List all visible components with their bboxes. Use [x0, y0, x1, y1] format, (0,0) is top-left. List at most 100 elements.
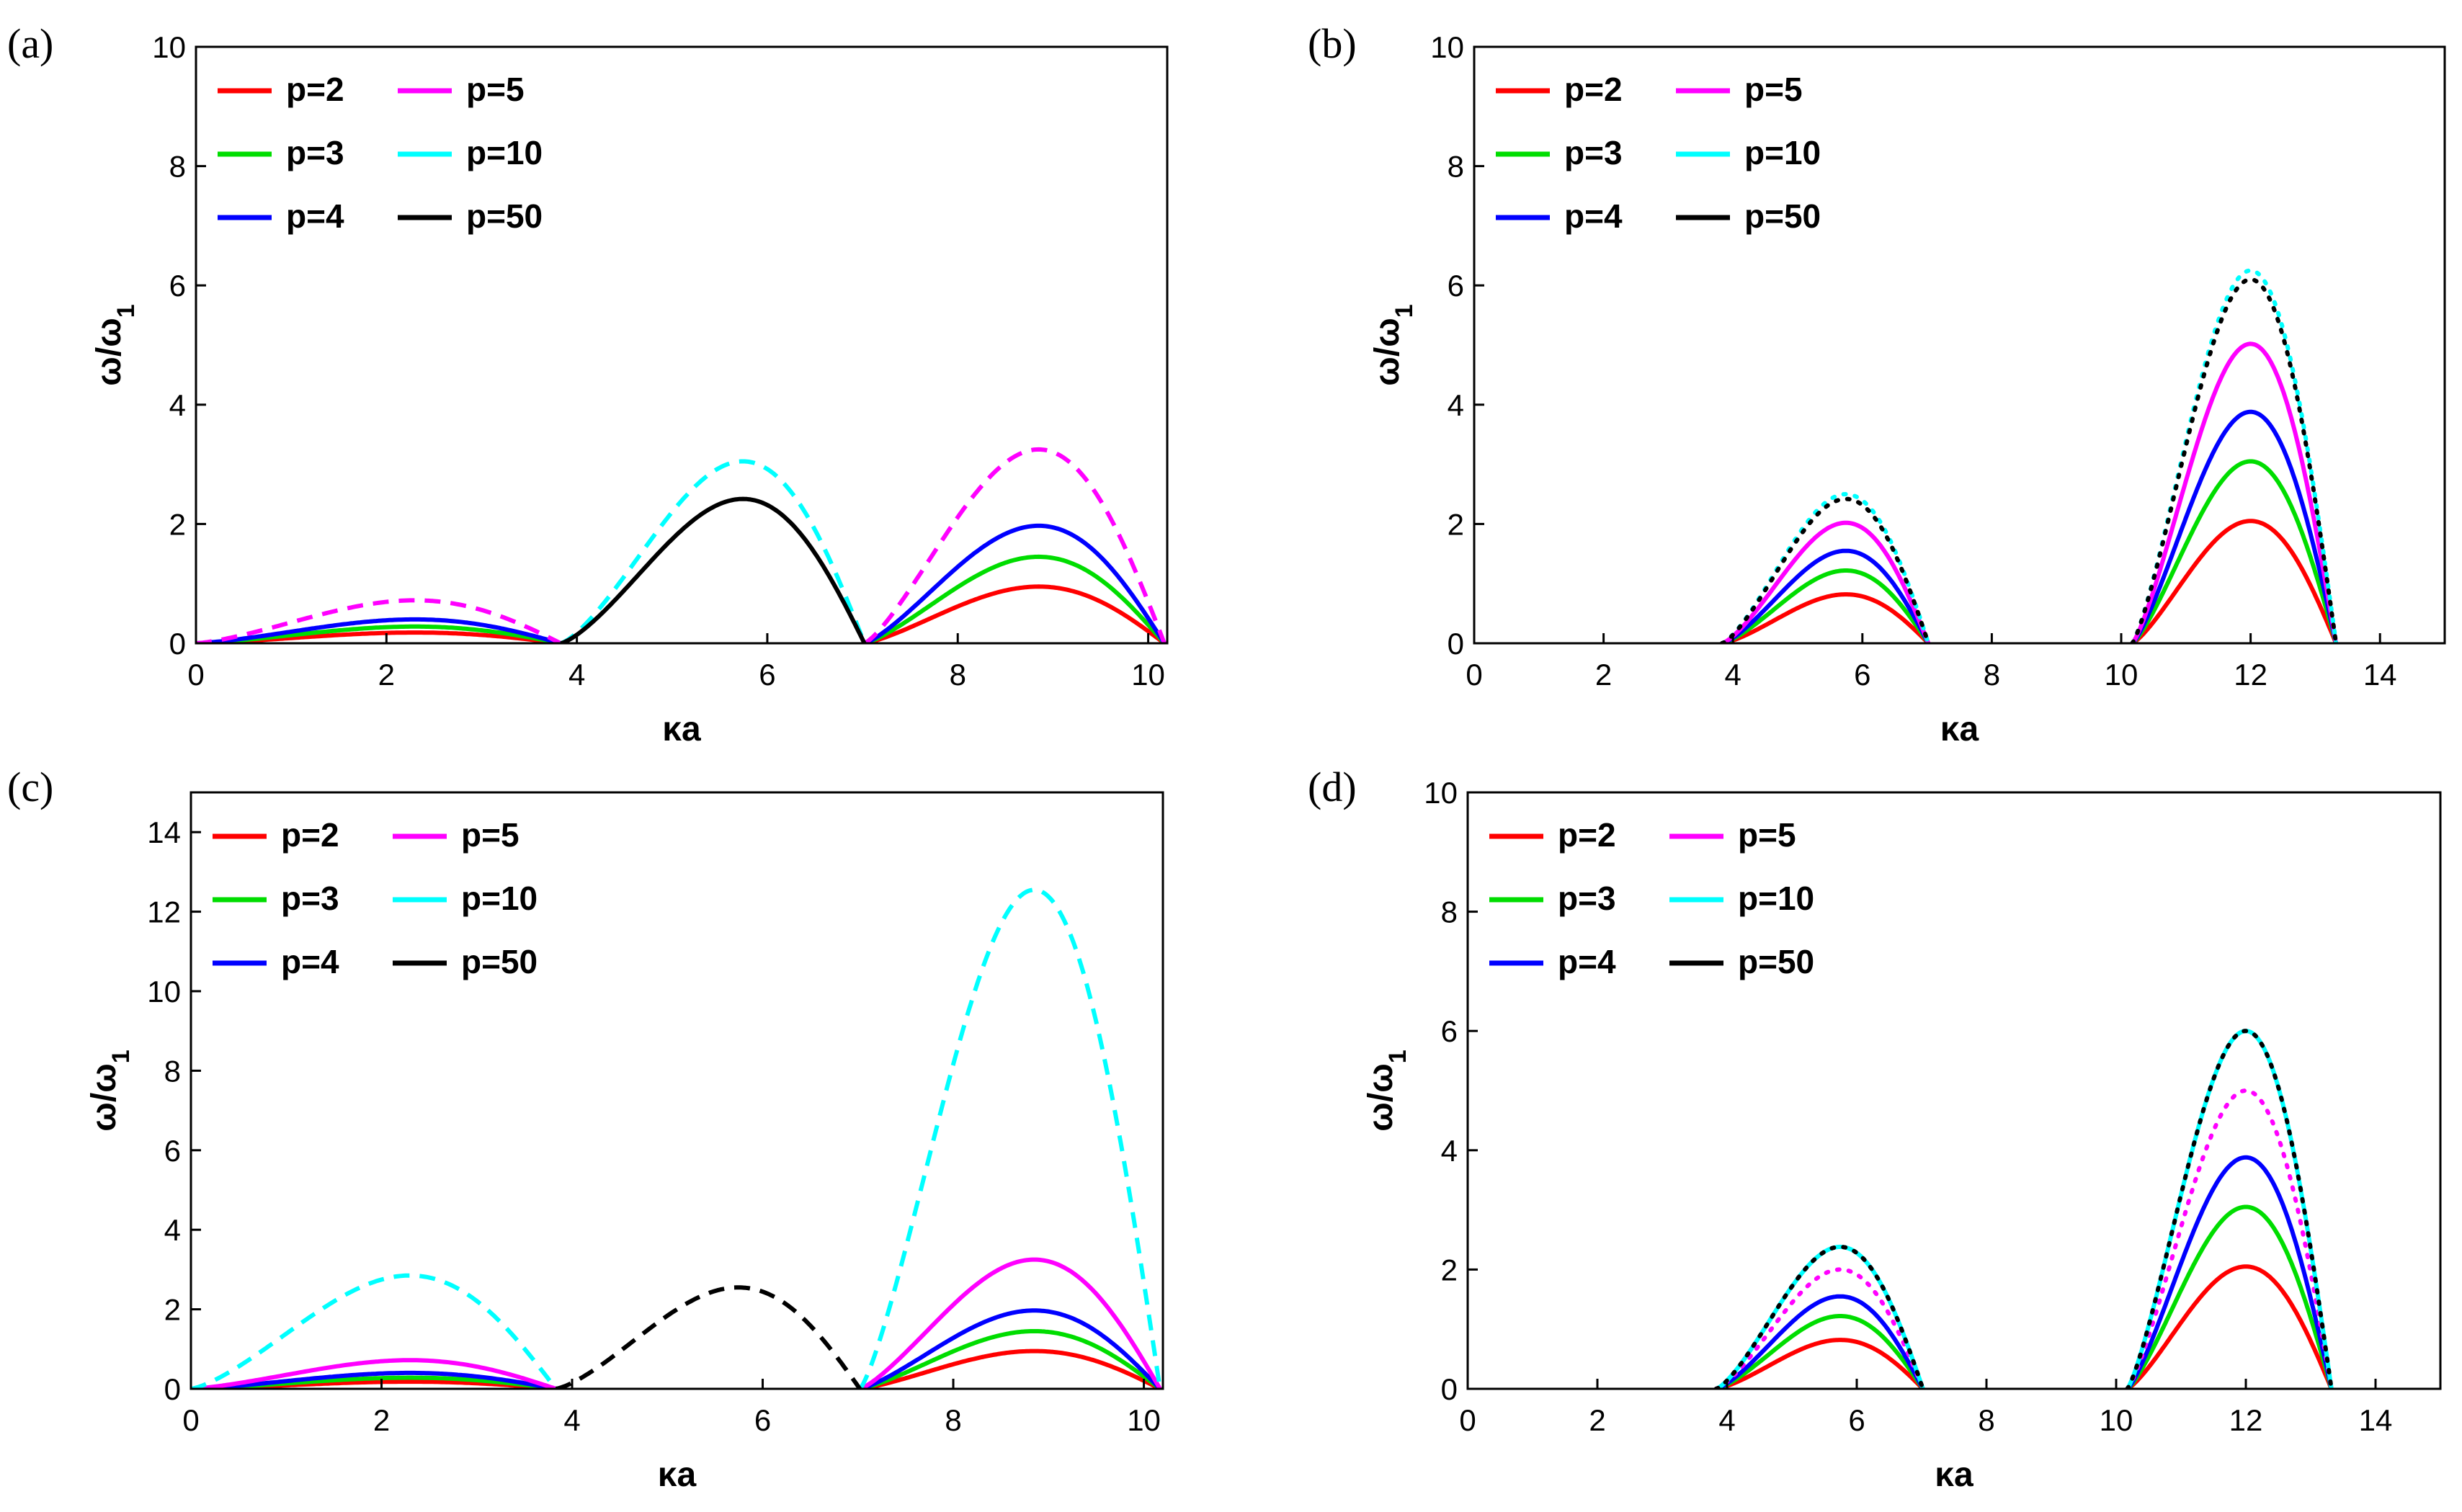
series-line-p10-segment-1: [560, 459, 867, 643]
x-axis-label: κa: [1940, 710, 1979, 748]
y-tick-label: 14: [147, 815, 181, 849]
panel-label: (a): [7, 20, 53, 67]
legend-label-p50: p=50: [1744, 197, 1821, 235]
series-group: [1719, 268, 2339, 643]
series-line-p4-segment-2: [859, 1308, 1162, 1389]
y-tick-label: 10: [147, 975, 181, 1008]
series-line-p5-segment-1: [196, 598, 562, 643]
y-tick-label: 8: [1448, 150, 1464, 184]
legend-label-p10: p=10: [461, 880, 538, 917]
series-line-p4-segment-1: [196, 617, 562, 643]
series-line-p10-segment-1: [1719, 492, 1931, 643]
x-axis-label: κa: [1935, 1456, 1973, 1494]
x-tick-label: 10: [1131, 658, 1165, 692]
series-line-p5-segment-2: [863, 447, 1167, 643]
plot-frame: [189, 791, 1164, 1390]
series-line-p5-segment-1: [1713, 1267, 1925, 1389]
legend-label-p3: p=3: [281, 880, 339, 917]
series-line-p2-segment-2: [860, 1348, 1161, 1389]
series-line-p2-segment-2: [864, 584, 1166, 643]
series-group: [191, 887, 1162, 1389]
legend-label-p50: p=50: [466, 197, 543, 235]
legend-label-p2: p=2: [1564, 71, 1623, 108]
y-tick-label: 10: [152, 30, 186, 64]
x-tick-label: 8: [945, 1403, 961, 1437]
y-tick-label: 4: [1448, 388, 1464, 422]
series-line-p50-segment-1: [1719, 496, 1931, 643]
x-tick-label: 8: [950, 658, 966, 692]
legend: p=2 p=3 p=4 p=5 p=10 p=50: [1496, 71, 1821, 235]
y-tick-label: 2: [1441, 1253, 1458, 1287]
series-line-p3-segment-2: [2131, 459, 2338, 643]
plot-frame: [1466, 791, 2442, 1390]
x-tick-label: 0: [1466, 658, 1482, 692]
legend-label-p5: p=5: [466, 71, 525, 108]
legend-label-p2: p=2: [1558, 816, 1616, 854]
x-tick-label: 10: [2100, 1403, 2133, 1437]
y-tick-label: 4: [169, 388, 186, 422]
x-tick-label: 10: [1127, 1403, 1161, 1437]
series-group: [1713, 1029, 2334, 1389]
legend-label-p5: p=5: [1744, 71, 1803, 108]
panel-d: (d)0 2 4 6 8 10 12 140246810κaω/ω1p=2p=3p=4p=5p…: [1308, 764, 2442, 1494]
x-tick-label: 14: [2363, 658, 2397, 692]
series-line-p4-segment-2: [2126, 1155, 2334, 1389]
legend-label-p3: p=3: [1558, 880, 1616, 917]
x-tick-label: 2: [378, 658, 395, 692]
y-tick-label: 8: [164, 1054, 181, 1088]
y-tick-label: 4: [1441, 1134, 1458, 1168]
x-tick-label: 6: [754, 1403, 771, 1437]
x-tick-label: 4: [563, 1403, 580, 1437]
series-line-p3-segment-2: [2126, 1204, 2334, 1389]
legend-label-p5: p=5: [1738, 816, 1796, 854]
legend-label-p3: p=3: [1564, 134, 1623, 171]
legend: p=2 p=3 p=4 p=5 p=10 p=50: [1489, 816, 1814, 980]
legend-label-p10: p=10: [466, 134, 543, 171]
x-tick-label: 2: [1595, 658, 1612, 692]
series-line-p10-segment-2: [2130, 268, 2339, 643]
series-line-p3-segment-2: [864, 554, 1167, 643]
series-line-p4-segment-1: [1715, 1294, 1925, 1389]
series-line-p3-segment-1: [1715, 1314, 1925, 1389]
x-axis-label: κa: [658, 1456, 697, 1494]
series-line-p50-segment-2: [2125, 1029, 2334, 1389]
legend: p=2 p=3 p=4 p=5 p=10 p=50: [218, 71, 543, 235]
series-line-p2-segment-2: [2131, 519, 2338, 643]
series-line-p50-segment-1: [555, 1285, 862, 1389]
x-tick-label: 8: [1978, 1403, 1994, 1437]
series-group: [196, 447, 1167, 643]
series-line-p2-segment-1: [1715, 1338, 1924, 1389]
legend: p=2 p=3 p=4 p=5 p=10 p=50: [213, 816, 538, 980]
y-tick-label: 4: [164, 1213, 181, 1247]
y-tick-label: 0: [1441, 1372, 1458, 1406]
x-tick-label: 6: [1848, 1403, 1865, 1437]
panel-label: (b): [1308, 20, 1357, 67]
series-line-p4-segment-2: [2131, 409, 2339, 643]
legend-label-p4: p=4: [1564, 197, 1623, 235]
y-tick-label: 8: [1441, 895, 1458, 929]
x-tick-label: 6: [1854, 658, 1870, 692]
x-tick-label: 2: [373, 1403, 390, 1437]
legend-label-p4: p=4: [1558, 943, 1616, 980]
series-line-p50-segment-2: [2130, 277, 2339, 643]
x-tick-label: 10: [2105, 658, 2138, 692]
plot-frame: [1473, 45, 2446, 645]
series-line-p4-segment-1: [191, 1370, 557, 1389]
legend-label-p4: p=4: [281, 943, 339, 980]
series-line-p5-segment-2: [859, 1257, 1162, 1389]
panel-label: (c): [7, 764, 53, 810]
x-tick-label: 0: [187, 658, 204, 692]
legend-label-p4: p=4: [286, 197, 344, 235]
x-tick-label: 6: [759, 658, 775, 692]
x-tick-label: 0: [182, 1403, 199, 1437]
panel-c: (c)0 2 4 6 8 1002468101214κaω/ω1p=2p=3p=4p=5p…: [7, 764, 1164, 1494]
series-line-p3-segment-2: [859, 1329, 1161, 1389]
y-tick-label: 10: [1430, 30, 1464, 64]
y-tick-label: 2: [164, 1293, 181, 1327]
legend-label-p2: p=2: [286, 71, 344, 108]
series-line-p4-segment-1: [1721, 548, 1931, 643]
y-tick-label: 0: [169, 627, 186, 661]
x-tick-label: 12: [2229, 1403, 2263, 1437]
series-line-p10-segment-1: [191, 1273, 558, 1389]
